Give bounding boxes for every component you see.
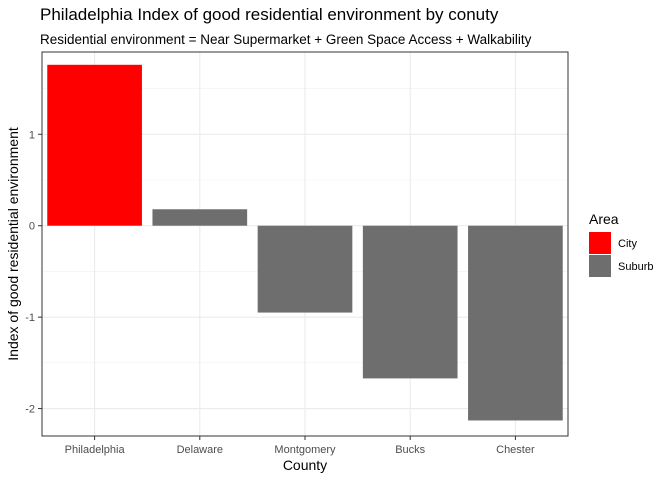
chart-subtitle: Residential environment = Near Supermark… (40, 32, 532, 47)
legend-label-city: City (618, 238, 637, 250)
legend-key-city (589, 232, 611, 254)
bars (47, 64, 563, 421)
bar-chester (468, 225, 563, 421)
x-tick-label: Bucks (395, 444, 425, 456)
x-tick-label: Montgomery (274, 444, 336, 456)
bar-delaware (152, 209, 248, 226)
x-tick-label: Chester (496, 444, 535, 456)
legend-title: Area (589, 211, 619, 227)
legend-key-suburb (589, 255, 611, 277)
x-tick-label: Philadelphia (65, 444, 126, 456)
y-tick-label: 1 (29, 129, 35, 141)
bar-montgomery (257, 225, 353, 313)
y-tick-label: -1 (25, 312, 35, 324)
bar-philadelphia (47, 64, 142, 226)
y-tick-label: -2 (25, 404, 35, 416)
legend: Area City Suburb (589, 211, 653, 277)
x-tick-label: Delaware (177, 444, 223, 456)
bar-bucks (362, 225, 458, 379)
x-axis-title: County (283, 457, 327, 473)
chart-title: Philadelphia Index of good residential e… (40, 5, 499, 24)
legend-label-suburb: Suburb (618, 261, 653, 273)
y-axis-title: Index of good residential environment (5, 127, 21, 361)
y-tick-label: 0 (29, 221, 35, 233)
axis-ticks: -2 -1 0 1 Philadelphia Delaware Montgomery Buck… (25, 129, 535, 456)
